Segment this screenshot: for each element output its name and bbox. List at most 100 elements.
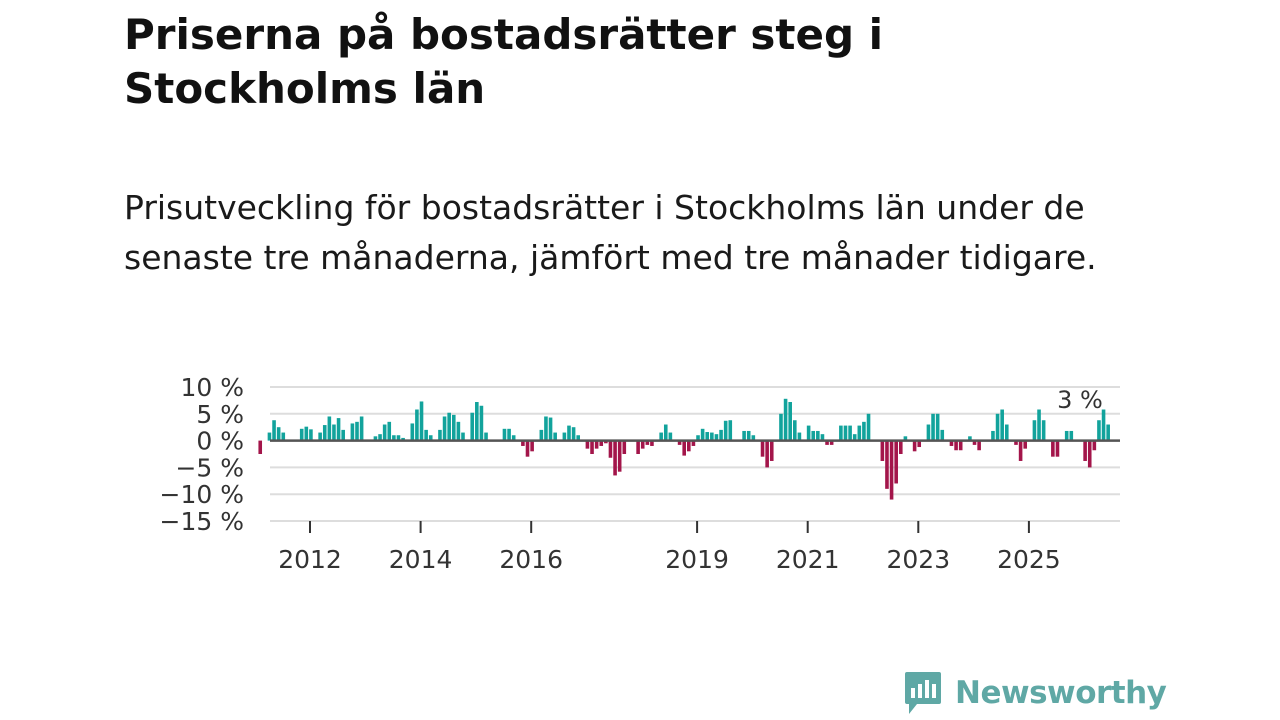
- bar: [769, 440, 774, 461]
- bar: [719, 429, 723, 441]
- bar: [696, 435, 700, 441]
- bar: [378, 434, 382, 441]
- bar: [926, 424, 931, 441]
- bar: [668, 432, 673, 441]
- bar: [336, 418, 341, 441]
- bar: [341, 429, 345, 441]
- bar: [1064, 430, 1069, 441]
- x-tick-label: 2019: [665, 545, 729, 574]
- bar: [806, 425, 811, 441]
- x-tick-label: 2012: [278, 545, 342, 574]
- bar: [1097, 420, 1101, 441]
- bar: [710, 432, 714, 441]
- bar: [912, 440, 917, 452]
- y-tick-label: 10 %: [180, 373, 244, 402]
- bar: [677, 440, 682, 445]
- bar: [995, 413, 1000, 441]
- bar: [852, 434, 857, 441]
- bar: [428, 435, 433, 441]
- bar: [783, 398, 788, 441]
- bar: [788, 402, 792, 441]
- bar: [322, 425, 327, 441]
- bar: [1004, 424, 1009, 441]
- bar: [359, 416, 364, 441]
- bar: [392, 435, 396, 441]
- bar: [1000, 409, 1004, 441]
- bar: [931, 413, 935, 441]
- x-tick-label: 2016: [499, 545, 563, 574]
- last-value-annotation: 3 %: [1057, 386, 1103, 414]
- bar: [327, 416, 332, 441]
- bar: [1041, 420, 1046, 441]
- bar: [820, 434, 825, 441]
- bar: [765, 440, 769, 468]
- bar: [553, 432, 557, 441]
- bar: [885, 440, 889, 489]
- bar: [889, 440, 894, 500]
- bar: [843, 425, 848, 441]
- bar: [797, 432, 802, 441]
- bar: [751, 435, 756, 441]
- bar: [682, 440, 686, 456]
- labels: 10 %5 %0 %−5 %−10 %−15 % 2012 2014 2016 2019…: [160, 373, 1103, 574]
- bar: [1037, 409, 1041, 441]
- bar: [451, 414, 456, 441]
- bar: [811, 430, 816, 441]
- x-tick-label: 2023: [886, 545, 950, 574]
- bar: [539, 429, 544, 441]
- bar: [1055, 440, 1060, 457]
- bar: [571, 427, 576, 441]
- bar: [590, 440, 594, 454]
- bar: [373, 436, 378, 441]
- bar: [880, 440, 885, 461]
- bar: [562, 432, 567, 441]
- bar: [917, 440, 922, 448]
- x-tick-label: 2025: [997, 545, 1061, 574]
- bar: [594, 440, 599, 449]
- bar: [1032, 420, 1037, 441]
- bar: [567, 425, 571, 441]
- bar: [691, 440, 696, 446]
- bar: [663, 424, 668, 441]
- bar: [723, 420, 728, 441]
- bar: [792, 420, 797, 441]
- bar: [687, 440, 691, 452]
- bar: [622, 440, 627, 454]
- newsworthy-logo-text: Newsworthy: [955, 675, 1167, 711]
- bar: [479, 405, 484, 441]
- bar: [650, 440, 654, 446]
- bar: [816, 430, 820, 441]
- bar: [544, 416, 548, 441]
- bar: [866, 413, 871, 441]
- bar: [299, 428, 304, 441]
- bar: [332, 424, 336, 441]
- bar: [511, 435, 516, 441]
- bar: [1014, 440, 1018, 445]
- bar: [700, 428, 705, 441]
- bar: [1101, 409, 1106, 441]
- bar: [585, 440, 590, 449]
- bar: [636, 440, 640, 454]
- bar: [1051, 440, 1055, 457]
- bar: [355, 421, 359, 441]
- bar: [387, 421, 392, 441]
- bar: [442, 416, 447, 441]
- newsworthy-logo-icon: [905, 672, 941, 714]
- bar: [258, 440, 263, 454]
- bar: [1092, 440, 1097, 451]
- bar: [576, 435, 581, 441]
- bar: [848, 425, 852, 441]
- bar: [935, 413, 940, 441]
- bar: [1106, 424, 1110, 441]
- bar: [857, 425, 862, 441]
- bar: [438, 429, 442, 441]
- y-tick-label: −15 %: [160, 507, 244, 536]
- bar: [1018, 440, 1023, 461]
- bar: [396, 435, 401, 441]
- bar: [705, 432, 710, 441]
- bar: [940, 429, 945, 441]
- bar: [424, 429, 428, 441]
- axes: [270, 439, 1120, 533]
- x-tick-label: 2014: [389, 545, 453, 574]
- bar: [267, 432, 272, 441]
